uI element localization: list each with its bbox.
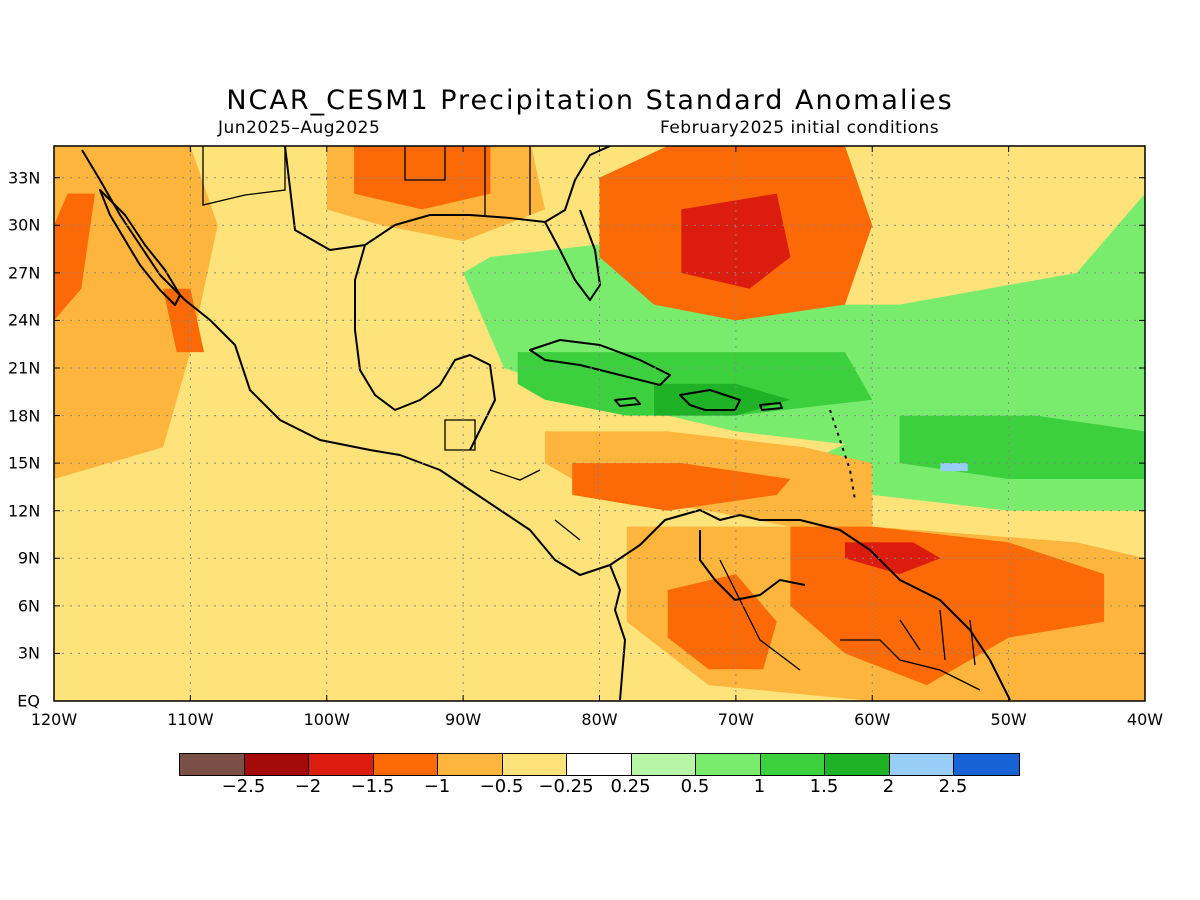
colorbar-label: −0.5 xyxy=(479,776,524,797)
colorbar-box-11 xyxy=(889,754,954,775)
lat-lon-grid xyxy=(54,146,1145,701)
colorbar-label: 1.5 xyxy=(809,776,839,797)
lon-label: 40W xyxy=(1126,710,1164,729)
map-title: NCAR_CESM1 Precipitation Standard Anomal… xyxy=(226,85,954,116)
lon-label: 90W xyxy=(445,710,482,729)
political-borders xyxy=(202,146,981,691)
lat-label: 12N xyxy=(8,501,41,521)
colorbar-label: 2 xyxy=(882,776,895,797)
coastline xyxy=(81,146,1011,701)
colorbar-label: −1.5 xyxy=(350,776,395,797)
colorbar xyxy=(179,753,1020,776)
colorbar-label: −0.25 xyxy=(538,776,594,797)
colorbar-label: 0.25 xyxy=(610,776,651,797)
anomaly-region-1 xyxy=(54,193,95,321)
anomaly-region-10 xyxy=(940,463,968,472)
colorbar-box-1 xyxy=(244,754,309,775)
lat-label: 27N xyxy=(8,263,41,283)
anomaly-region-12 xyxy=(681,193,791,289)
colorbar-box-10 xyxy=(825,754,890,775)
lat-label: 3N xyxy=(17,643,40,663)
lat-label: 6N xyxy=(17,596,40,616)
colorbar-box-6 xyxy=(567,754,632,775)
lon-label: 100W xyxy=(303,710,350,729)
colorbar-box-9 xyxy=(760,754,825,775)
valid-period: Jun2025–Aug2025 xyxy=(218,118,381,138)
lat-label: 18N xyxy=(8,406,41,426)
colorbar-label: −2 xyxy=(294,776,322,797)
lat-label: 21N xyxy=(8,358,41,378)
lon-label: 110W xyxy=(167,710,214,729)
colorbar-box-3 xyxy=(373,754,438,775)
colorbar-box-0 xyxy=(180,754,245,775)
lon-label: 50W xyxy=(990,710,1027,729)
colorbar-label: 2.5 xyxy=(938,776,968,797)
lon-label: 80W xyxy=(581,710,618,729)
colorbar-label: −1 xyxy=(423,776,451,797)
anomaly-region-0 xyxy=(54,146,218,479)
colorbar-box-2 xyxy=(309,754,374,775)
colorbar-box-5 xyxy=(502,754,567,775)
lat-label: 30N xyxy=(8,215,41,235)
axis-ticks xyxy=(53,146,1146,702)
colorbar-label: 1 xyxy=(753,776,766,797)
lat-label: 15N xyxy=(8,453,41,473)
colorbar-box-4 xyxy=(438,754,503,775)
colorbar-box-7 xyxy=(631,754,696,775)
lon-label: 60W xyxy=(854,710,891,729)
lon-label: 120W xyxy=(30,710,78,729)
lat-label: 9N xyxy=(17,548,40,568)
colorbar-box-8 xyxy=(696,754,761,775)
colorbar-box-12 xyxy=(954,754,1019,775)
initial-conditions: February2025 initial conditions xyxy=(660,118,940,138)
lon-label: 70W xyxy=(717,710,754,729)
lat-label: EQ xyxy=(17,691,40,711)
colorbar-label: −2.5 xyxy=(221,776,266,797)
anomaly-region-9 xyxy=(654,383,791,416)
lat-label: 33N xyxy=(8,168,41,188)
colorbar-label: 0.5 xyxy=(680,776,710,797)
lat-label: 24N xyxy=(8,310,41,330)
